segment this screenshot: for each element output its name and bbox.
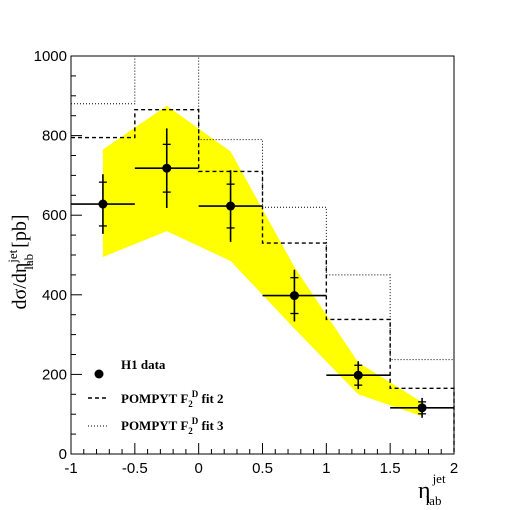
x-axis-label-sup: jet — [432, 471, 446, 486]
legend-label-fit3: POMPYT F2D fit 3 — [121, 416, 224, 436]
legend-fit2-sub: 2 — [188, 399, 193, 409]
legend: H1 data POMPYT F2D fit 2 POMPYT F2D fit … — [88, 357, 224, 436]
tick-layer: -1 -0.5 0 0.5 1 1.5 2 0 200 400 600 800 1000 — [34, 48, 459, 477]
legend-label-fit2: POMPYT F2D fit 2 — [121, 389, 224, 409]
legend-fit2-prefix: POMPYT F — [121, 391, 188, 406]
y-tick-label: 1000 — [34, 48, 67, 65]
y-tick-label: 200 — [42, 366, 67, 383]
theory-band-layer — [102, 105, 423, 417]
x-axis-label-sub: lab — [426, 493, 442, 508]
x-tick-label: 0 — [194, 460, 202, 477]
x-tick-label: 1.5 — [380, 460, 401, 477]
data-point — [289, 291, 299, 301]
y-axis-label-sup: jet — [5, 249, 20, 263]
data-point — [353, 370, 363, 380]
legend-fit2-suffix: fit 2 — [198, 391, 223, 406]
x-tick-label: -1 — [64, 460, 77, 477]
theory-band — [102, 105, 423, 417]
legend-fit3-sup: D — [192, 416, 199, 426]
y-axis-label-unit: [pb] — [9, 214, 31, 247]
legend-fit3-suffix: fit 3 — [198, 418, 224, 433]
legend-marker-h1 — [94, 369, 104, 379]
legend-fit2-sup: D — [192, 389, 199, 399]
y-axis-label-sub: lab — [21, 254, 36, 270]
x-axis-label: η jet lab — [418, 471, 446, 508]
legend-fit3-prefix: POMPYT F — [121, 418, 188, 433]
y-axis-label: dσ/dηjetlab [pb] — [5, 214, 36, 309]
y-tick-label: 0 — [59, 446, 67, 463]
y-tick-label: 800 — [42, 128, 67, 145]
x-tick-label: -0.5 — [122, 460, 148, 477]
data-point — [417, 403, 427, 413]
y-tick-label: 600 — [42, 207, 67, 224]
x-tick-label: 1 — [322, 460, 330, 477]
y-axis-label-main: dσ/dη — [9, 263, 31, 310]
x-tick-label: 0.5 — [252, 460, 273, 477]
data-points-layer — [71, 128, 454, 418]
data-point — [162, 163, 172, 173]
data-point — [98, 199, 108, 209]
y-tick-label: 400 — [42, 287, 67, 304]
data-point — [226, 201, 236, 211]
legend-label-h1: H1 data — [121, 357, 166, 372]
histogram-fit2 — [71, 109, 455, 454]
x-axis-label-main: η — [418, 478, 431, 504]
x-tick-label: 2 — [450, 460, 458, 477]
legend-fit3-sub: 2 — [188, 426, 193, 436]
